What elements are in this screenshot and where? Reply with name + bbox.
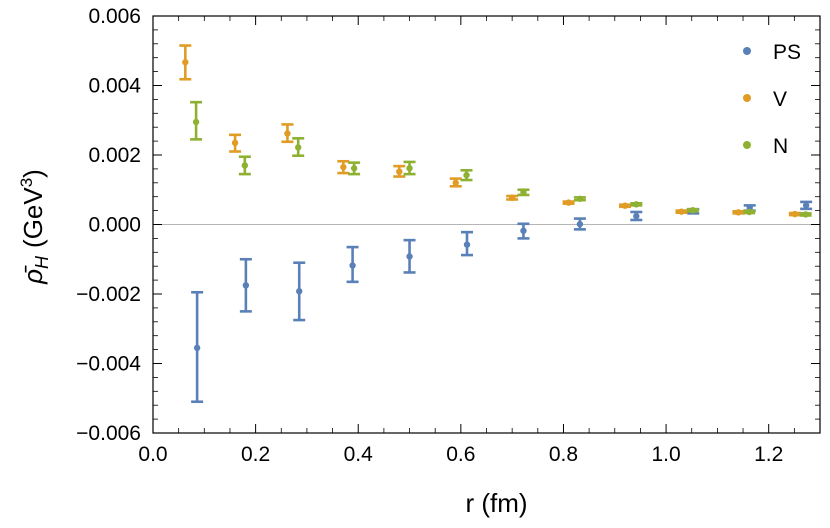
- x-tick-label: 0.6: [446, 443, 475, 466]
- y-axis-title: ρ̄H (GeV3): [17, 169, 52, 285]
- y-tick-label: −0.004: [76, 353, 141, 376]
- y-tick-label: 0.002: [88, 144, 141, 167]
- data-point-v: [284, 130, 291, 137]
- x-tick-label: 0.2: [241, 443, 270, 466]
- x-tick-label: 1.0: [651, 443, 680, 466]
- data-point-ps: [576, 220, 584, 228]
- data-point-ps: [633, 212, 640, 220]
- y-axis-title-close: ): [18, 169, 48, 178]
- data-point-n: [745, 208, 753, 216]
- y-axis-title-exponent: 3: [17, 178, 36, 187]
- x-tick-label: 0.4: [344, 443, 374, 466]
- legend-label-v: V: [773, 88, 787, 111]
- data-point-n: [241, 162, 249, 169]
- y-tick-label: −0.006: [76, 422, 141, 445]
- data-points: [179, 44, 813, 404]
- x-axis-title: r (fm): [465, 488, 527, 518]
- y-axis-ticks: 0.006 0.004 0.002 0.000 −0.002 −0.004 −0.006: [76, 5, 820, 445]
- data-point-v: [508, 194, 516, 201]
- data-point-n: [406, 165, 413, 172]
- legend-marker-n: [743, 141, 751, 149]
- x-tick-label: 1.2: [754, 443, 783, 466]
- svg-text:ρ̄H(GeV3): ρ̄H (GeV3): [17, 169, 52, 285]
- data-point-ps: [463, 241, 471, 248]
- data-point-n: [802, 211, 809, 218]
- data-point-n: [350, 165, 358, 172]
- data-point-ps: [802, 202, 810, 209]
- y-tick-label: −0.002: [76, 283, 141, 306]
- data-point-v: [678, 208, 685, 215]
- data-point-v: [621, 202, 629, 209]
- data-point-n: [633, 201, 640, 208]
- x-tick-label: 0.8: [549, 443, 578, 466]
- data-point-v: [452, 179, 459, 186]
- y-axis-title-symbol: ρ̄: [18, 265, 48, 285]
- data-point-n: [295, 144, 302, 151]
- data-point-ps: [406, 253, 413, 260]
- data-point-v: [340, 163, 347, 171]
- data-point-n: [520, 188, 527, 196]
- data-point-ps: [242, 282, 250, 289]
- x-tick-label: 0.0: [138, 443, 167, 466]
- y-tick-label: 0.004: [88, 75, 141, 98]
- data-point-v: [791, 210, 799, 218]
- data-point-n: [192, 118, 200, 126]
- data-point-ps: [296, 288, 303, 295]
- legend: PS V N: [743, 41, 801, 158]
- data-point-n: [463, 171, 470, 179]
- y-tick-label: 0.006: [88, 5, 141, 28]
- series-n: [190, 100, 812, 218]
- legend-marker-v: [743, 94, 751, 102]
- series-v: [179, 44, 801, 218]
- data-point-n: [689, 207, 696, 214]
- legend-label-n: N: [773, 135, 788, 158]
- series-ps: [191, 200, 813, 404]
- data-point-v: [182, 59, 189, 66]
- data-point-n: [576, 195, 584, 202]
- legend-marker-ps: [743, 47, 751, 55]
- data-point-v: [565, 199, 572, 206]
- data-point-v: [396, 168, 403, 175]
- data-point-ps: [520, 227, 527, 234]
- data-point-v: [231, 139, 239, 147]
- data-point-ps: [193, 344, 201, 352]
- y-axis-title-unit: (GeV: [18, 187, 48, 248]
- y-tick-label: 0.000: [88, 214, 141, 237]
- data-point-ps: [349, 262, 356, 269]
- x-axis-ticks: 0.0 0.2 0.4 0.6 0.8 1.0 1.2: [138, 16, 821, 466]
- data-point-v: [735, 209, 742, 216]
- legend-label-ps: PS: [773, 41, 801, 64]
- y-axis-title-subscript: H: [32, 255, 52, 269]
